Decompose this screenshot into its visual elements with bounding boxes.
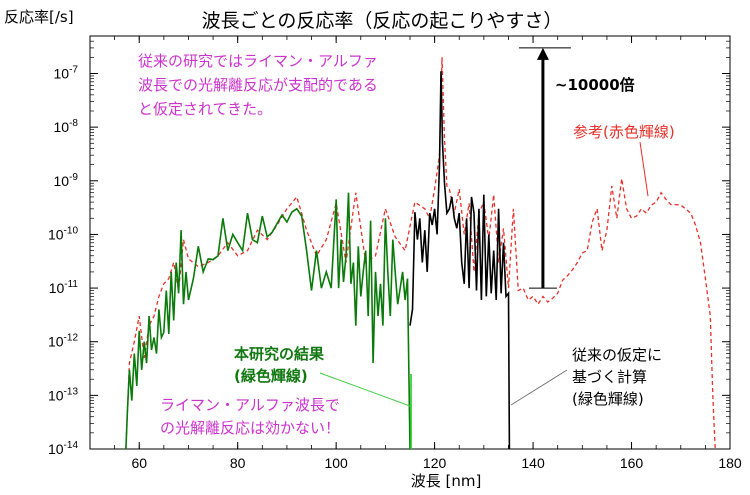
plot-frame <box>89 35 731 450</box>
assumption-line-1: 従来の研究ではライマン・アルファ <box>138 52 378 70</box>
assumption-line-3: と仮定されてきた。 <box>138 100 272 118</box>
y-tick-label: 10-13 <box>48 386 78 403</box>
series-line-1 <box>409 71 511 450</box>
x-axis-label: 波長 [nm] <box>411 472 482 490</box>
y-tick-label: 10-7 <box>54 64 79 81</box>
y-ticks: 10-7 10-8 10-9 10-10 10-11 10-12 10-13 10-14 <box>48 40 730 457</box>
y-tick-label: 10-10 <box>48 225 78 242</box>
y-tick-label: 10-12 <box>48 333 78 350</box>
y-tick-label: 10-8 <box>54 118 79 135</box>
conventional-line-1: 従来の仮定に <box>572 346 662 364</box>
conventional-line-3: (緑色輝線) <box>572 390 644 408</box>
x-ticks: 60 80 100 120 140 160 180 <box>89 36 742 471</box>
y-axis-label: 反応率[/s] <box>4 8 74 26</box>
lyman-note-line-1: ライマン・アルファ波長で <box>160 396 340 414</box>
x-tick-label: 160 <box>620 455 644 471</box>
y-tick-label: 10-11 <box>49 279 79 296</box>
this-study-line-2: (緑色輝線) <box>234 367 308 385</box>
reference-label: 参考(赤色輝線) <box>573 123 675 141</box>
x-tick-label: 100 <box>324 455 348 471</box>
series-line-2 <box>125 57 716 450</box>
this-study-pointer <box>319 372 411 407</box>
this-study-line-1: 本研究の結果 <box>234 345 325 363</box>
series-line-0 <box>125 192 411 450</box>
arrow-label: ~10000倍 <box>555 76 635 94</box>
x-tick-label: 60 <box>131 455 147 471</box>
conventional-annotation: 従来の仮定に 基づく計算 (緑色輝線) <box>572 346 662 408</box>
y-tick-label: 10-14 <box>48 440 78 457</box>
lyman-note-line-2: の光解離反応は効かない！ <box>160 419 340 437</box>
conventional-pointer <box>510 369 568 406</box>
chart-title: 波長ごとの反応率（反応の起こりやすさ） <box>202 10 563 32</box>
this-study-annotation: 本研究の結果 (緑色輝線) <box>234 345 325 385</box>
assumption-line-2: 波長での光解離反応が支配的である <box>138 76 378 94</box>
series-layer <box>125 57 716 450</box>
arrow-head <box>536 47 549 60</box>
conventional-line-2: 基づく計算 <box>572 368 647 386</box>
x-tick-label: 180 <box>718 455 742 471</box>
ratio-arrow: ~10000倍 <box>518 47 635 289</box>
reference-pointer <box>639 141 649 197</box>
x-tick-label: 140 <box>521 455 545 471</box>
assumption-annotation: 従来の研究ではライマン・アルファ 波長での光解離反応が支配的である と仮定されて… <box>138 52 378 118</box>
x-tick-label: 120 <box>423 455 447 471</box>
y-tick-label: 10-9 <box>54 172 79 189</box>
x-tick-label: 80 <box>230 455 246 471</box>
lyman-note: ライマン・アルファ波長で の光解離反応は効かない！ <box>160 396 340 437</box>
